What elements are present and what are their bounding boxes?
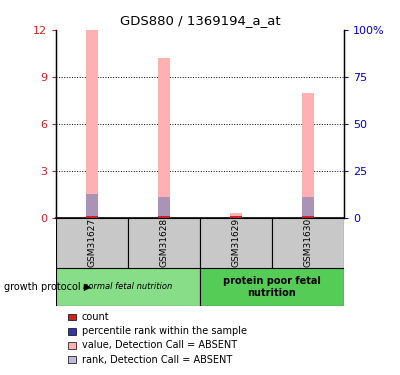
Text: growth protocol ▶: growth protocol ▶: [4, 282, 91, 292]
Text: GSM31630: GSM31630: [304, 218, 312, 267]
Bar: [56, 217, 128, 268]
Bar: [200, 268, 344, 306]
Text: protein poor fetal
nutrition: protein poor fetal nutrition: [223, 276, 321, 298]
Bar: [302, 197, 314, 217]
Bar: [128, 217, 200, 268]
Bar: [158, 58, 170, 217]
Bar: [86, 216, 98, 217]
Bar: [200, 217, 272, 268]
Title: GDS880 / 1369194_a_at: GDS880 / 1369194_a_at: [120, 15, 280, 27]
Bar: [158, 197, 170, 217]
Bar: [272, 217, 344, 268]
Bar: [302, 216, 314, 217]
Bar: [230, 216, 242, 217]
Bar: [158, 216, 170, 217]
Bar: [230, 213, 242, 217]
Text: GSM31627: GSM31627: [88, 218, 96, 267]
Bar: [86, 194, 98, 217]
Text: normal fetal nutrition: normal fetal nutrition: [83, 282, 173, 291]
Text: GSM31629: GSM31629: [232, 218, 240, 267]
Text: percentile rank within the sample: percentile rank within the sample: [82, 326, 247, 336]
Text: rank, Detection Call = ABSENT: rank, Detection Call = ABSENT: [82, 355, 232, 364]
Bar: [302, 93, 314, 218]
Text: count: count: [82, 312, 110, 322]
Bar: [86, 30, 98, 217]
Bar: [56, 268, 200, 306]
Text: GSM31628: GSM31628: [160, 218, 168, 267]
Text: value, Detection Call = ABSENT: value, Detection Call = ABSENT: [82, 340, 237, 350]
